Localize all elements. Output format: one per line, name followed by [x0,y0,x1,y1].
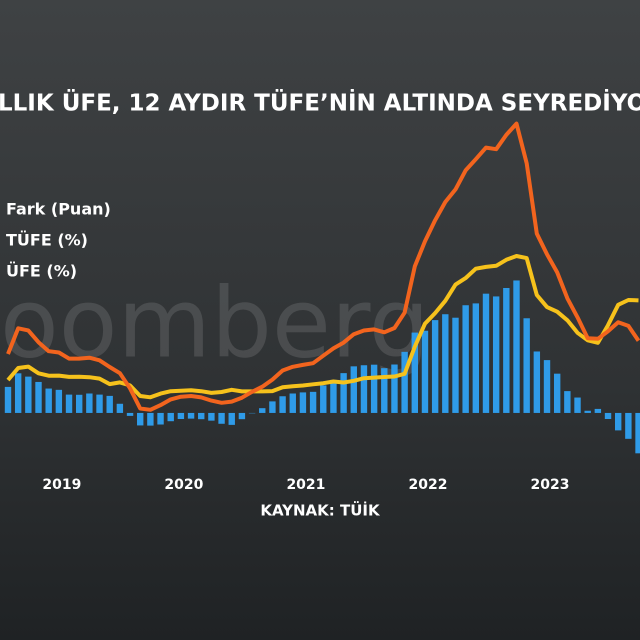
source: KAYNAK: TÜİK [260,501,381,520]
bar [543,360,551,413]
bar [106,395,113,413]
bar [208,412,215,421]
bar [35,381,42,413]
bar [309,391,317,413]
bar [177,412,185,420]
legend-label: ÜFE (%) [6,262,77,281]
legend-label: TÜFE (%) [6,231,88,250]
bar [564,391,571,413]
bar [167,412,174,422]
bar [482,293,490,413]
bar [25,376,32,413]
bar [126,412,134,416]
bar [14,373,22,413]
bar [4,386,12,413]
bar [594,408,602,413]
bar [360,365,368,413]
bar [584,410,591,413]
bar [472,303,480,413]
x-tick-label: 2022 [408,477,447,493]
watermark: oomberg [0,267,430,379]
x-tick-label: 2020 [164,477,203,493]
bar [442,314,449,413]
bar [635,412,640,454]
bar [238,412,246,420]
bar [553,373,561,413]
bar [604,412,612,420]
bar [75,394,83,413]
bar [523,318,530,413]
bar [492,296,500,413]
bar [116,403,124,413]
x-tick-label: 2023 [531,477,570,493]
bar [370,364,378,413]
bar [462,305,469,413]
bar [503,287,510,413]
bar [218,412,225,424]
bar [401,351,408,413]
line [6,121,640,412]
bar [625,412,632,439]
x-tick-label: 2019 [42,477,81,493]
bar [350,366,357,413]
bar [228,412,235,425]
bar [137,412,144,426]
chart-title: LLIK ÜFE, 12 AYDIR TÜFE’NİN ALTINDA SEYR… [0,89,640,117]
bar [320,385,327,413]
bar [157,412,164,425]
bar [431,320,439,413]
bar [330,379,337,413]
bar [259,408,266,413]
bar [45,388,52,413]
bar [65,394,73,413]
bar [533,351,541,413]
bar [381,368,388,413]
line [6,254,639,400]
legend-label: Fark (Puan) [6,200,111,219]
bar [391,364,398,413]
bar [340,373,347,413]
bar [289,393,296,413]
bar [411,332,418,413]
bar [452,317,459,413]
bar [96,394,103,413]
bar [269,401,276,413]
bar [279,396,286,413]
bar [86,393,93,413]
bar [198,412,205,420]
bar [513,280,520,413]
bar [55,389,63,413]
x-tick-label: 2021 [286,477,325,493]
bar [615,412,622,431]
bar [421,330,429,413]
bar [574,397,581,413]
bar [187,412,195,419]
bar [299,392,307,413]
bar [147,412,154,426]
